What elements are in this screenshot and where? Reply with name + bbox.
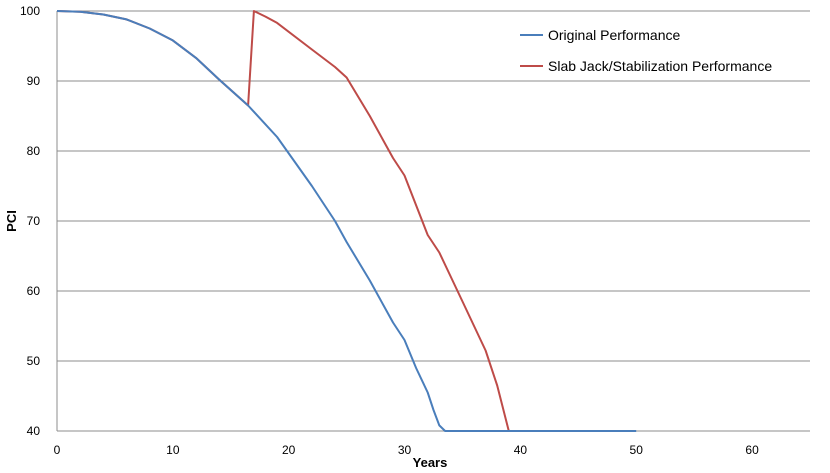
x-tick-label: 0 [54, 443, 61, 457]
x-tick-label: 10 [166, 443, 180, 457]
x-tick-label: 40 [514, 443, 528, 457]
legend: Original Performance Slab Jack/Stabilizat… [520, 27, 772, 74]
y-tick-label: 80 [27, 144, 41, 158]
y-tick-label: 100 [20, 4, 40, 18]
y-tick-label: 50 [27, 354, 41, 368]
x-tick-label: 20 [282, 443, 296, 457]
series-lines [56, 10, 637, 432]
y-tick-label: 90 [27, 74, 41, 88]
x-tick-label: 50 [630, 443, 644, 457]
x-tick-label: 60 [745, 443, 759, 457]
x-axis-title: Years [413, 455, 448, 470]
gridlines [56, 10, 810, 432]
y-tick-labels: 40 50 60 70 80 90 100 [20, 4, 40, 438]
x-tick-labels: 0 10 20 30 40 50 60 [54, 443, 759, 457]
y-tick-label: 40 [27, 424, 41, 438]
y-axis-title: PCI [4, 210, 19, 232]
x-tick-label: 30 [398, 443, 412, 457]
series-line-0 [56, 10, 637, 432]
legend-label-1: Slab Jack/Stabilization Performance [548, 58, 772, 74]
legend-label-0: Original Performance [548, 27, 680, 43]
y-tick-label: 70 [27, 214, 41, 228]
y-tick-label: 60 [27, 284, 41, 298]
